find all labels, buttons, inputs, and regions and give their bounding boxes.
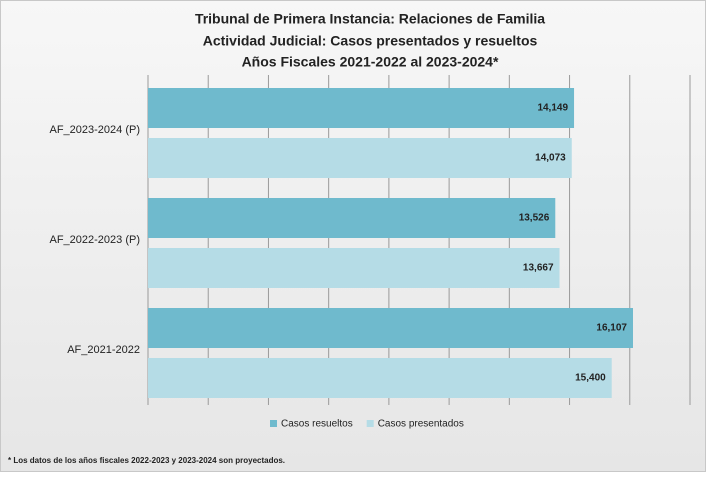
- bar: [148, 308, 633, 348]
- y-tick-label: AF_2021-2022: [67, 344, 140, 356]
- y-tick-label: AF_2022-2023 (P): [50, 234, 141, 246]
- chart-title: Actividad Judicial: Casos presentados y …: [203, 33, 538, 49]
- data-label: 13,667: [523, 263, 554, 274]
- legend-swatch: [270, 420, 277, 427]
- data-label: 15,400: [575, 373, 606, 384]
- data-label: 14,149: [537, 103, 568, 114]
- bar: [148, 248, 560, 288]
- legend-label: Casos presentados: [378, 419, 464, 430]
- data-label: 14,073: [535, 153, 566, 164]
- chart-title: Tribunal de Primera Instancia: Relacione…: [195, 11, 545, 27]
- y-tick-label: AF_2023-2024 (P): [50, 124, 141, 136]
- data-label: 16,107: [596, 323, 627, 334]
- data-label: 13,526: [519, 213, 550, 224]
- bar: [148, 358, 612, 398]
- bar: [148, 198, 556, 238]
- legend-label: Casos resueltos: [281, 419, 353, 430]
- legend-swatch: [366, 420, 374, 427]
- bar: [148, 138, 572, 178]
- chart-title: Años Fiscales 2021-2022 al 2023-2024*: [242, 54, 499, 70]
- footnote: * Los datos de los años fiscales 2022-20…: [8, 456, 285, 465]
- bar: [148, 88, 575, 128]
